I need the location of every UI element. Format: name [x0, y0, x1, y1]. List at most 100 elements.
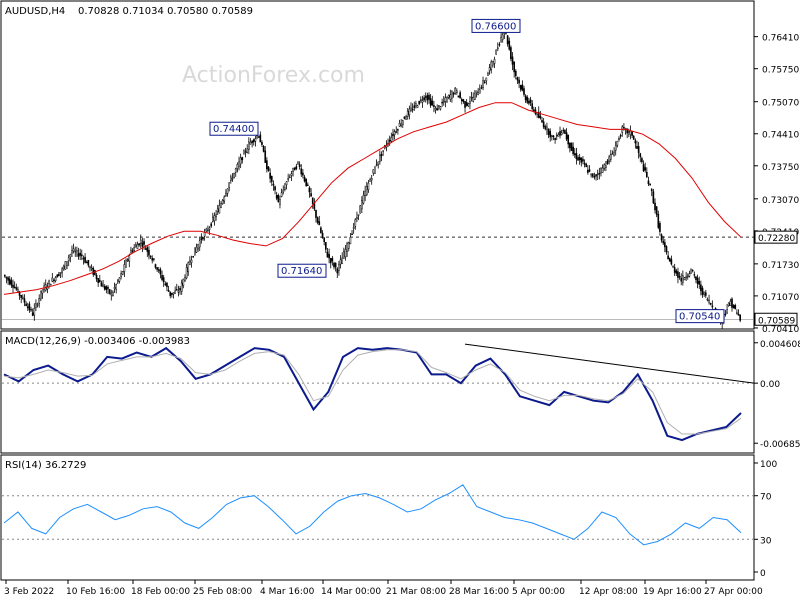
- candle-body: [593, 176, 596, 178]
- candle-body: [532, 109, 535, 111]
- candle-body: [76, 250, 78, 253]
- price-callout-box: [209, 121, 259, 136]
- candle-body: [392, 134, 394, 137]
- candle-body: [79, 252, 81, 256]
- candle-body: [560, 132, 563, 135]
- candle-body: [297, 161, 299, 164]
- candle-body: [457, 95, 460, 98]
- candle-body: [488, 67, 491, 72]
- price-tick-label: 0.73070: [762, 196, 799, 206]
- candle-body: [225, 192, 227, 197]
- candle-body: [623, 126, 625, 129]
- candle-body: [329, 258, 332, 264]
- rsi-title: RSI(14) 36.2729: [5, 460, 86, 471]
- price-tick-label: 0.71070: [762, 293, 799, 303]
- candle-body: [438, 105, 440, 107]
- candle-body: [22, 296, 24, 299]
- candle-body: [701, 287, 704, 296]
- candle-body: [51, 277, 54, 282]
- candle-body: [375, 164, 378, 166]
- candle-body: [202, 237, 204, 240]
- candle-body: [262, 146, 265, 152]
- price-callout-box: [675, 309, 725, 324]
- candle-body: [510, 47, 512, 59]
- candle-body: [379, 154, 381, 162]
- candle-body: [121, 271, 124, 275]
- candle-body: [605, 165, 607, 168]
- candle-body: [693, 274, 696, 276]
- candle-body: [398, 123, 401, 127]
- macd-trendline: [464, 343, 755, 384]
- candle-body: [387, 142, 389, 145]
- candle-body: [537, 111, 540, 118]
- candle-body: [641, 158, 643, 163]
- candle-body: [131, 250, 134, 253]
- price-tick-label: 0.75070: [762, 99, 799, 109]
- candle-body: [629, 130, 632, 135]
- candle-body: [483, 81, 486, 83]
- candle-body: [711, 305, 714, 308]
- candle-body: [673, 267, 676, 273]
- candle-body: [569, 142, 571, 149]
- candle-body: [74, 250, 77, 253]
- candle-body: [732, 304, 735, 309]
- candle-body: [72, 248, 75, 252]
- candle-body: [103, 285, 106, 290]
- candle-body: [346, 242, 348, 253]
- candle-body: [146, 247, 149, 252]
- candle-body: [125, 260, 127, 268]
- candle-body: [61, 268, 63, 273]
- candle-body: [688, 273, 691, 277]
- candle-body: [143, 241, 145, 245]
- candle-body: [169, 291, 172, 296]
- candle-body: [583, 162, 586, 165]
- candle-body: [90, 267, 93, 270]
- candle-body: [444, 97, 447, 102]
- price-layer: 0.76410 0.75750 0.75070 0.74410 0.73750 0.730…: [2, 18, 799, 335]
- candle-body: [441, 102, 443, 104]
- candle-body: [413, 105, 416, 108]
- candle-body: [49, 283, 52, 286]
- candle-body: [157, 269, 160, 271]
- candle-body: [500, 36, 502, 42]
- candle-body: [647, 180, 650, 185]
- candle-body: [280, 192, 283, 197]
- candle-body: [668, 257, 671, 262]
- candle-body: [15, 287, 18, 290]
- candle-body: [179, 288, 181, 291]
- candle-body: [154, 264, 157, 268]
- x-tick-label: 14 Mar 00:00: [321, 587, 381, 597]
- candle-body: [138, 243, 140, 246]
- candle-body: [359, 205, 362, 214]
- candle-body: [374, 166, 376, 174]
- macd-title: MACD(12,26,9) -0.003406 -0.003983: [5, 336, 190, 347]
- candle-body: [326, 251, 329, 258]
- x-tick-label: 4 Mar 16:00: [260, 587, 315, 597]
- axis-layer: 3 Feb 2022 10 Feb 16:00 18 Feb 00:00 25 Feb…: [4, 580, 763, 597]
- candle-body: [415, 103, 417, 106]
- candle-body: [261, 142, 263, 145]
- candle-body: [254, 138, 257, 142]
- candle-body: [511, 56, 514, 65]
- candle-body: [554, 138, 556, 141]
- candle-body: [8, 278, 11, 285]
- candle-body: [665, 246, 668, 253]
- candle-body: [267, 166, 270, 171]
- candle-body: [303, 176, 306, 182]
- candle-body: [467, 103, 470, 107]
- rsi-layer: 100 70 30 0: [2, 460, 777, 579]
- candle-body: [572, 146, 574, 155]
- candle-body: [650, 189, 653, 192]
- candle-body: [703, 291, 705, 295]
- candle-body: [514, 70, 517, 77]
- candle-body: [397, 129, 399, 131]
- rsi-tick-label: 70: [760, 493, 772, 503]
- price-tick-label: 0.74410: [762, 131, 799, 141]
- candle-body: [220, 203, 222, 208]
- candle-body: [110, 292, 113, 296]
- candle-body: [338, 264, 340, 271]
- candle-body: [180, 282, 183, 292]
- candle-body: [211, 216, 214, 222]
